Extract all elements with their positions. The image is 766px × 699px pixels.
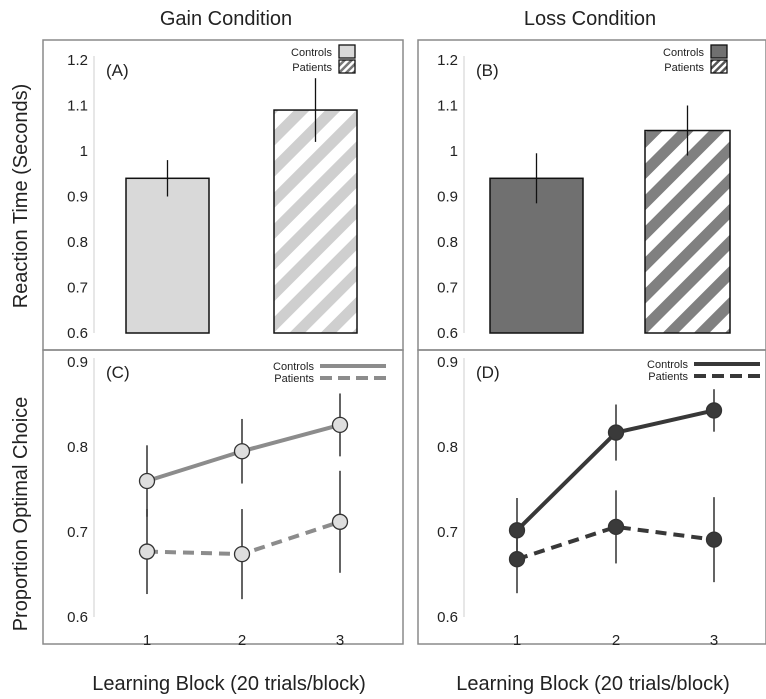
- series-line-patients: [516, 524, 715, 562]
- data-point-controls: [331, 416, 349, 434]
- y-tick-label: 1.1: [437, 98, 458, 115]
- y-tick-label: 0.9: [67, 354, 88, 371]
- y-tick-label: 1.2: [67, 52, 88, 69]
- legend-swatch: [710, 59, 728, 74]
- data-point-controls: [705, 402, 723, 419]
- y-tick-label: 0.8: [437, 439, 458, 456]
- xlabel-left: Learning Block (20 trials/block): [92, 673, 365, 695]
- data-point-patients: [331, 513, 349, 530]
- y-tick-label: 0.8: [437, 234, 458, 251]
- xlabel-right: Learning Block (20 trials/block): [456, 673, 729, 695]
- loss-condition-title: Loss Condition: [524, 8, 656, 30]
- y-tick-label: 1.2: [437, 52, 458, 69]
- x-tick-label: 3: [336, 632, 344, 649]
- x-tick-label: 1: [143, 632, 151, 649]
- legend-swatch: [338, 59, 356, 74]
- x-tick-label: 1: [513, 632, 521, 649]
- gain-condition-title: Gain Condition: [160, 8, 292, 30]
- panel-letter: (C): [106, 363, 130, 382]
- legend-label: Patients: [664, 62, 704, 74]
- data-point-patients: [138, 543, 156, 560]
- x-tick-label: 2: [612, 632, 620, 649]
- panel-frame: [417, 349, 766, 645]
- legend-label: Controls: [663, 47, 704, 59]
- legend-label: Controls: [291, 47, 332, 59]
- rt-ylabel: Reaction Time (Seconds): [10, 84, 32, 309]
- data-point-controls: [607, 424, 625, 441]
- legend-label: Patients: [648, 371, 688, 383]
- y-tick-label: 0.6: [437, 325, 458, 342]
- legend-label: Controls: [647, 359, 688, 371]
- y-tick-label: 0.7: [437, 280, 458, 297]
- y-tick-label: 0.9: [67, 189, 88, 206]
- y-tick-label: 0.6: [67, 325, 88, 342]
- bar-patients: [644, 129, 731, 334]
- data-point-controls: [508, 522, 526, 539]
- panel-letter: (A): [106, 61, 129, 80]
- y-tick-label: 0.8: [67, 439, 88, 456]
- panel-a: 0.6 0.7 0.8 0.9 1 1.1 1.2 (A) Controls Patients: [42, 39, 404, 351]
- legend-swatch: [338, 44, 356, 59]
- bar-patients: [273, 109, 358, 334]
- y-tick-label: 0.9: [437, 354, 458, 371]
- y-tick-label: 0.6: [67, 609, 88, 626]
- y-tick-label: 1.1: [67, 98, 88, 115]
- data-point-patients: [705, 531, 723, 548]
- choice-ylabel: Proportion Optimal Choice: [10, 397, 32, 632]
- legend-label: Patients: [274, 373, 314, 385]
- panel-letter: (D): [476, 363, 500, 382]
- legend-label: Patients: [292, 62, 332, 74]
- y-tick-label: 0.7: [67, 280, 88, 297]
- data-point-controls: [138, 472, 156, 490]
- y-tick-label: 0.7: [67, 524, 88, 541]
- y-tick-label: 0.8: [67, 234, 88, 251]
- data-point-patients: [607, 518, 625, 536]
- panel-frame: [42, 349, 404, 645]
- panel-letter: (B): [476, 61, 499, 80]
- panel-b: 0.6 0.7 0.8 0.9 1 1.1 1.2 (B) Controls Patients: [417, 39, 766, 351]
- x-tick-label: 3: [710, 632, 718, 649]
- data-point-patients: [233, 545, 251, 563]
- x-tick-label: 2: [238, 632, 246, 649]
- y-tick-label: 0.7: [437, 524, 458, 541]
- legend-label: Controls: [273, 361, 314, 373]
- y-tick-label: 0.9: [437, 189, 458, 206]
- bar-controls: [125, 177, 210, 334]
- y-tick-label: 0.6: [437, 609, 458, 626]
- y-tick-label: 1: [80, 143, 88, 160]
- data-point-patients: [508, 551, 526, 568]
- data-point-controls: [233, 443, 251, 460]
- y-tick-label: 1: [450, 143, 458, 160]
- legend-swatch: [710, 44, 728, 59]
